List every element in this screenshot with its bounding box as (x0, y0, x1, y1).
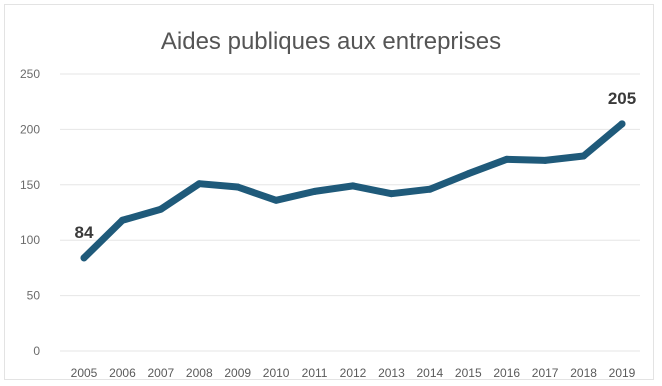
x-tick-label: 2006 (109, 366, 136, 380)
series-layer (80, 120, 626, 262)
y-tick-label: 100 (20, 233, 40, 247)
gridlines (60, 73, 640, 352)
x-tick-label: 2017 (532, 366, 559, 380)
data-point (234, 183, 242, 191)
x-tick-label: 2007 (148, 366, 175, 380)
y-tick-label: 200 (20, 122, 40, 136)
y-tick-label: 150 (20, 178, 40, 192)
data-point (618, 120, 626, 128)
x-tick-label: 2014 (417, 366, 444, 380)
data-point (464, 170, 472, 178)
series-line (80, 120, 626, 262)
x-tick-label: 2019 (609, 366, 636, 380)
x-tick-label: 2005 (71, 366, 98, 380)
chart-title: Aides publiques aux entreprises (161, 28, 501, 55)
x-tick-label: 2008 (186, 366, 213, 380)
x-tick-label: 2016 (493, 366, 520, 380)
x-tick-label: 2013 (378, 366, 405, 380)
x-axis: 2005 2006 2007 2008 2009 2010 2011 2012 2013 2014… (71, 366, 636, 380)
data-point (503, 155, 511, 163)
x-tick-label: 2011 (302, 366, 328, 380)
data-point (349, 182, 357, 190)
y-tick-label: 250 (20, 67, 40, 81)
data-point (387, 190, 395, 198)
x-tick-label: 2010 (263, 366, 290, 380)
data-point (118, 216, 126, 224)
x-tick-label: 2012 (340, 366, 367, 380)
x-tick-label: 2015 (455, 366, 482, 380)
data-point (157, 205, 165, 213)
data-label: 84 (75, 223, 94, 242)
data-point (541, 156, 549, 164)
data-point (195, 180, 203, 188)
x-tick-label: 2018 (570, 366, 597, 380)
x-tick-label: 2009 (224, 366, 251, 380)
y-tick-label: 50 (27, 289, 41, 303)
data-point (426, 185, 434, 193)
data-point (272, 196, 280, 204)
y-axis: 0 50 100 150 200 250 (20, 67, 40, 358)
data-labels: 84 205 (75, 89, 637, 242)
y-tick-label: 0 (33, 344, 40, 358)
data-label: 205 (608, 89, 636, 108)
data-point (311, 187, 319, 195)
data-point (80, 254, 88, 262)
data-point (580, 152, 588, 160)
